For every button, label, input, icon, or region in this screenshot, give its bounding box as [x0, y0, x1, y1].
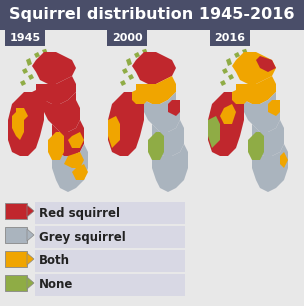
Polygon shape [222, 68, 228, 74]
Polygon shape [152, 120, 184, 156]
Polygon shape [26, 58, 32, 66]
Polygon shape [144, 92, 180, 132]
Polygon shape [268, 100, 280, 116]
FancyBboxPatch shape [3, 198, 188, 300]
Polygon shape [27, 205, 34, 217]
Text: 2000: 2000 [112, 33, 142, 43]
Polygon shape [32, 88, 48, 104]
Polygon shape [142, 49, 147, 53]
Polygon shape [242, 49, 247, 53]
Polygon shape [226, 58, 232, 66]
Polygon shape [208, 92, 244, 156]
FancyBboxPatch shape [210, 30, 250, 46]
Polygon shape [56, 168, 72, 184]
Polygon shape [220, 104, 236, 124]
Polygon shape [52, 144, 88, 192]
Polygon shape [136, 76, 176, 104]
Polygon shape [232, 88, 248, 104]
Polygon shape [228, 74, 234, 80]
Polygon shape [280, 152, 288, 168]
FancyBboxPatch shape [5, 275, 27, 291]
Polygon shape [252, 144, 288, 192]
Polygon shape [234, 52, 240, 58]
Text: Grey squirrel: Grey squirrel [39, 230, 126, 244]
Polygon shape [252, 120, 284, 156]
Text: None: None [39, 278, 73, 292]
Polygon shape [244, 92, 280, 132]
Text: 1945: 1945 [9, 33, 40, 43]
Polygon shape [34, 52, 40, 58]
Polygon shape [44, 92, 80, 132]
FancyBboxPatch shape [35, 226, 185, 248]
FancyBboxPatch shape [35, 250, 185, 272]
Polygon shape [232, 52, 276, 84]
Polygon shape [72, 164, 88, 180]
Polygon shape [108, 92, 144, 156]
Polygon shape [248, 132, 264, 160]
Text: Squirrel distribution 1945-2016: Squirrel distribution 1945-2016 [9, 8, 295, 23]
FancyBboxPatch shape [107, 30, 147, 46]
Polygon shape [168, 100, 180, 116]
Polygon shape [16, 108, 28, 120]
Polygon shape [132, 52, 176, 84]
Polygon shape [220, 80, 226, 86]
Text: 2016: 2016 [215, 33, 246, 43]
Polygon shape [148, 132, 164, 160]
Polygon shape [36, 76, 76, 104]
Polygon shape [134, 52, 140, 58]
Polygon shape [120, 80, 126, 86]
Polygon shape [32, 52, 76, 84]
FancyBboxPatch shape [5, 30, 45, 46]
Polygon shape [20, 80, 26, 86]
Polygon shape [27, 277, 34, 289]
Text: Red squirrel: Red squirrel [39, 207, 120, 219]
FancyBboxPatch shape [5, 227, 27, 243]
Polygon shape [122, 68, 128, 74]
Text: Both: Both [39, 255, 70, 267]
FancyBboxPatch shape [0, 0, 304, 30]
Polygon shape [27, 229, 34, 241]
Polygon shape [12, 108, 24, 140]
FancyBboxPatch shape [35, 202, 185, 224]
FancyBboxPatch shape [5, 251, 27, 267]
Polygon shape [152, 144, 188, 192]
Polygon shape [68, 132, 84, 148]
Polygon shape [128, 74, 134, 80]
Polygon shape [108, 116, 120, 148]
Polygon shape [22, 68, 28, 74]
Polygon shape [256, 56, 276, 72]
Polygon shape [208, 116, 220, 148]
Polygon shape [28, 74, 34, 80]
Polygon shape [132, 88, 148, 104]
Polygon shape [42, 49, 47, 53]
Polygon shape [52, 120, 84, 156]
Polygon shape [126, 58, 132, 66]
Polygon shape [48, 132, 64, 160]
Polygon shape [27, 253, 34, 265]
FancyBboxPatch shape [35, 274, 185, 296]
FancyBboxPatch shape [5, 203, 27, 219]
Polygon shape [64, 152, 84, 168]
Polygon shape [236, 76, 276, 104]
Polygon shape [8, 92, 44, 156]
